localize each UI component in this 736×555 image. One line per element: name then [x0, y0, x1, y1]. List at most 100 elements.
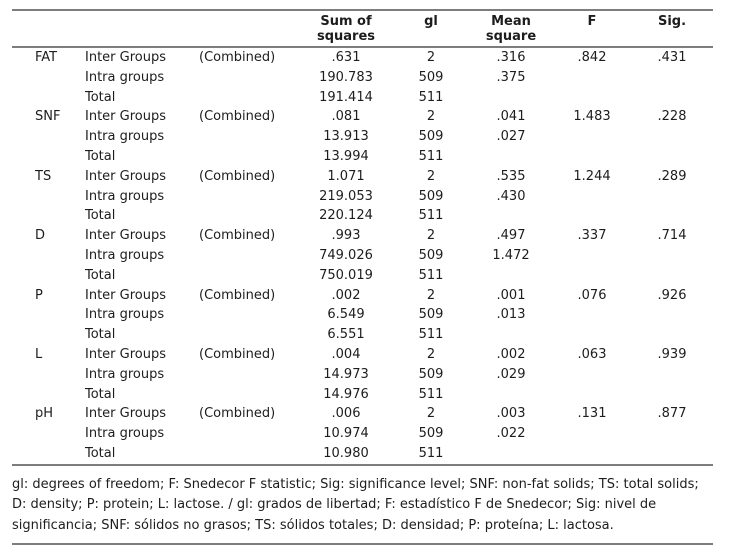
- sig-value: .228: [657, 109, 687, 125]
- gl-value: 509: [418, 307, 444, 323]
- mean-square-value: .316: [496, 50, 526, 65]
- variable-label: P: [35, 287, 43, 303]
- table-row: Total 750.019 511: [12, 266, 713, 286]
- table-row: Total 14.976 511: [12, 385, 713, 405]
- table-row: TS Inter Groups (Combined) 1.071 2 .535 …: [12, 167, 713, 187]
- f-value: .131: [577, 406, 607, 422]
- variable-label: FAT: [35, 50, 58, 65]
- sig-value: [631, 424, 713, 444]
- mean-square-value: .001: [496, 287, 526, 303]
- gl-value: 2: [426, 50, 436, 65]
- combined-label: [199, 206, 299, 226]
- table-row: Total 191.414 511: [12, 88, 713, 108]
- variable-label: pH: [35, 406, 54, 422]
- f-value: [553, 305, 631, 325]
- combined-label: [199, 325, 299, 345]
- table-header: Sum of squares gl Mean square F Sig.: [12, 10, 713, 48]
- mean-square-value: [469, 266, 553, 286]
- table-row: Total 10.980 511: [12, 443, 713, 466]
- sum-of-squares-value: 749.026: [319, 247, 373, 263]
- mean-square-value: .022: [496, 426, 526, 442]
- group-label: Inter Groups: [85, 109, 166, 125]
- sum-of-squares-value: .002: [331, 287, 361, 303]
- group-label: Total: [85, 386, 116, 402]
- f-value: .842: [577, 50, 607, 65]
- gl-value: 2: [426, 228, 436, 244]
- gl-value: 509: [418, 247, 444, 263]
- mean-square-value: .497: [496, 228, 526, 244]
- mean-square-value: .430: [496, 188, 526, 204]
- group-label: Total: [85, 148, 116, 164]
- f-value: 1.244: [573, 168, 611, 184]
- sum-of-squares-value: 6.549: [327, 307, 365, 323]
- variable-label: [12, 68, 85, 88]
- group-label: Inter Groups: [85, 228, 166, 244]
- sig-value: [631, 365, 713, 385]
- group-label: Intra groups: [85, 188, 165, 204]
- group-label: Intra groups: [85, 307, 165, 323]
- mean-square-value: [469, 385, 553, 405]
- table-row: Intra groups 14.973 509 .029: [12, 365, 713, 385]
- sig-value: .431: [657, 50, 687, 65]
- sig-value: [631, 266, 713, 286]
- combined-label: [199, 68, 299, 88]
- sig-value: .877: [657, 406, 687, 422]
- variable-label: [12, 424, 85, 444]
- combined-label: (Combined): [199, 346, 276, 362]
- combined-label: [199, 127, 299, 147]
- f-value: [553, 88, 631, 108]
- sum-of-squares-value: .081: [331, 109, 361, 125]
- sig-value: .939: [657, 346, 687, 362]
- combined-label: [199, 443, 299, 466]
- anova-table: Sum of squares gl Mean square F Sig. FAT…: [12, 9, 713, 466]
- mean-square-value: .002: [496, 346, 526, 362]
- gl-value: 509: [418, 69, 444, 85]
- gl-value: 509: [418, 188, 444, 204]
- group-label: Intra groups: [85, 69, 165, 85]
- combined-label: [199, 424, 299, 444]
- combined-label: [199, 305, 299, 325]
- variable-label: [12, 127, 85, 147]
- sum-of-squares-value: 219.053: [319, 188, 373, 204]
- table-row: Intra groups 10.974 509 .022: [12, 424, 713, 444]
- variable-label: [12, 187, 85, 207]
- combined-label: (Combined): [199, 50, 276, 65]
- table-row: Total 6.551 511: [12, 325, 713, 345]
- gl-value: 511: [418, 327, 444, 343]
- table-row: Intra groups 190.783 509 .375: [12, 68, 713, 88]
- variable-label: [12, 206, 85, 226]
- group-label: Inter Groups: [85, 287, 166, 303]
- sum-of-squares-value: 6.551: [327, 327, 365, 343]
- group-label: Total: [85, 443, 199, 466]
- group-label: Inter Groups: [85, 406, 166, 422]
- sig-value: [631, 187, 713, 207]
- combined-label: [199, 88, 299, 108]
- f-value: [553, 147, 631, 167]
- variable-label: L: [35, 346, 43, 362]
- sum-of-squares-value: 1.071: [327, 168, 365, 184]
- gl-value: 511: [418, 89, 444, 105]
- sum-of-squares-value: .993: [331, 228, 361, 244]
- variable-label: SNF: [35, 109, 61, 125]
- combined-label: (Combined): [199, 109, 276, 125]
- table-row: L Inter Groups (Combined) .004 2 .002 .0…: [12, 345, 713, 365]
- f-value: [553, 206, 631, 226]
- col-header-sig: Sig.: [631, 10, 713, 48]
- gl-value: 2: [426, 346, 436, 362]
- group-label: Inter Groups: [85, 346, 166, 362]
- sig-value: [631, 68, 713, 88]
- sig-value: [631, 206, 713, 226]
- mean-square-value: .003: [496, 406, 526, 422]
- f-value: .076: [577, 287, 607, 303]
- sig-value: .714: [657, 228, 687, 244]
- combined-label: [199, 147, 299, 167]
- group-label: Inter Groups: [85, 50, 166, 65]
- mean-square-value: .041: [496, 109, 526, 125]
- variable-label: [12, 385, 85, 405]
- gl-value: 511: [393, 443, 469, 466]
- sig-value: [631, 147, 713, 167]
- f-value: [553, 443, 631, 466]
- combined-label: [199, 385, 299, 405]
- table-row: SNF Inter Groups (Combined) .081 2 .041 …: [12, 107, 713, 127]
- table-row: D Inter Groups (Combined) .993 2 .497 .3…: [12, 226, 713, 246]
